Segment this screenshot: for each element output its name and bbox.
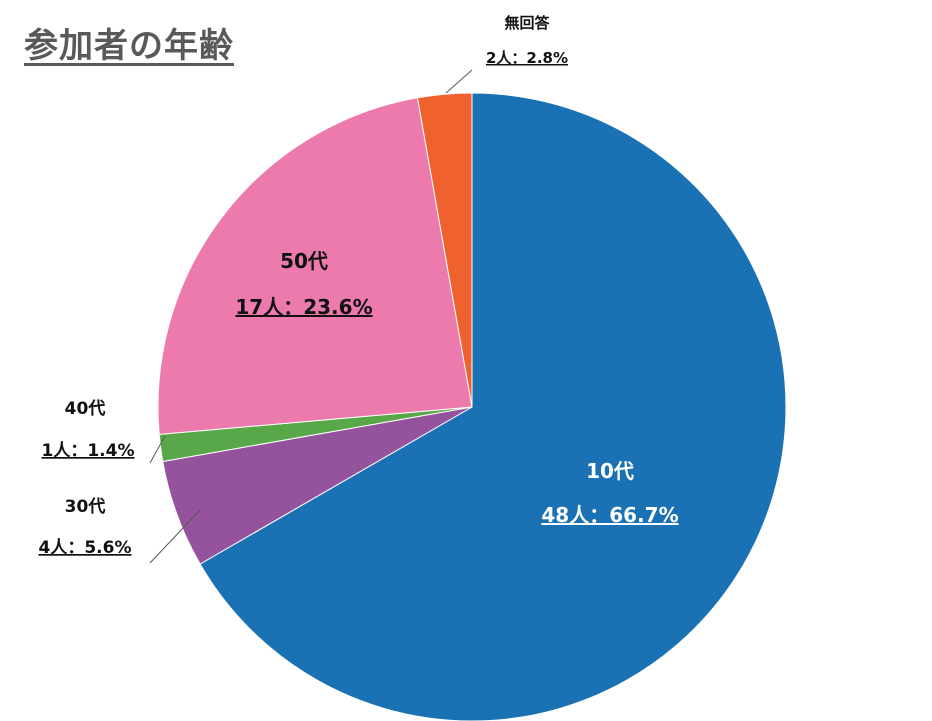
slice-value-label: 48人：66.7%: [541, 503, 678, 527]
slice-category-label: 40代: [65, 398, 106, 419]
leader-line: [445, 69, 473, 94]
slice-category-label: 10代: [586, 459, 634, 483]
slice-value-label: 17人：23.6%: [235, 295, 372, 319]
slice-category-label: 50代: [280, 249, 328, 273]
leader-line: [149, 509, 201, 564]
chart-title: 参加者の年齢: [24, 26, 234, 66]
slice-value-label: 2人：2.8%: [486, 49, 568, 67]
slice-category-label: 無回答: [504, 14, 550, 32]
slice-value-label: 1人：1.4%: [42, 441, 135, 461]
pie-slice: [199, 92, 787, 721]
slice-category-label: 30代: [65, 496, 106, 517]
pie-slice: [157, 97, 473, 435]
pie-slice: [416, 92, 473, 408]
slice-value-label: 4人：5.6%: [39, 538, 132, 558]
leader-line: [149, 435, 166, 464]
